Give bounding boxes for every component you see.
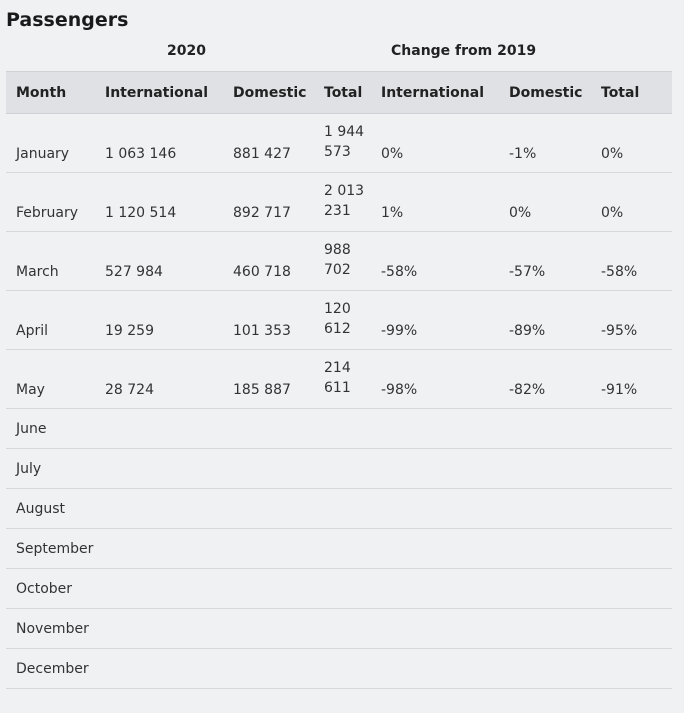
total-cell: 120 612 (324, 290, 381, 350)
change-total-cell: -95% (601, 290, 672, 350)
domestic-cell: 101 353 (233, 290, 324, 350)
change-total-cell: 0% (601, 172, 672, 232)
total-part: 231 (324, 203, 351, 219)
group-header-change: Change from 2019 (391, 43, 537, 59)
change-total-cell: 0% (601, 113, 672, 173)
column-header-month: Month (6, 71, 105, 114)
change-domestic-cell: -1% (509, 113, 601, 173)
header-row: Month International Domestic Total Inter… (6, 71, 672, 114)
table-row: March 527 984 460 718 988 702 -58% -57% -… (6, 231, 672, 291)
table-row: February 1 120 514 892 717 2 013 231 1% 0… (6, 172, 672, 232)
passengers-table: Month International Domestic Total Inter… (6, 71, 672, 689)
international-cell: 1 120 514 (105, 172, 233, 232)
total-part: 988 (324, 242, 351, 258)
change-international-cell: 0% (381, 113, 509, 173)
change-international-cell: 1% (381, 172, 509, 232)
month-cell: November (6, 608, 105, 649)
international-cell: 1 063 146 (105, 113, 233, 173)
total-part: 120 (324, 301, 351, 317)
change-total-cell: -91% (601, 349, 672, 409)
total-part: 1 944 (324, 124, 365, 140)
column-header-domestic: Domestic (233, 71, 324, 114)
change-domestic-cell: -82% (509, 349, 601, 409)
total-part: 573 (324, 144, 351, 160)
total-part: 611 (324, 380, 351, 396)
change-domestic-cell: -57% (509, 231, 601, 291)
month-cell: June (6, 408, 105, 449)
total-cell: 2 013 231 (324, 172, 381, 232)
column-header-change-international: International (381, 71, 509, 114)
table-row-empty: November (6, 608, 672, 649)
international-cell: 19 259 (105, 290, 233, 350)
change-domestic-cell: 0% (509, 172, 601, 232)
change-international-cell: -98% (381, 349, 509, 409)
total-part: 214 (324, 360, 351, 376)
table-row: May 28 724 185 887 214 611 -98% -82% -91% (6, 349, 672, 409)
month-cell: August (6, 488, 105, 529)
international-cell: 28 724 (105, 349, 233, 409)
table-row-empty: June (6, 408, 672, 449)
month-cell: September (6, 528, 105, 569)
table-row-empty: October (6, 568, 672, 609)
page-title: Passengers (6, 9, 129, 31)
domestic-cell: 460 718 (233, 231, 324, 291)
column-header-change-total: Total (601, 71, 672, 114)
month-cell: February (6, 172, 105, 232)
total-part: 612 (324, 321, 351, 337)
domestic-cell: 892 717 (233, 172, 324, 232)
table-row: January 1 063 146 881 427 1 944 573 0% -1… (6, 113, 672, 173)
month-cell: December (6, 648, 105, 689)
month-cell: March (6, 231, 105, 291)
table-row: April 19 259 101 353 120 612 -99% -89% -9… (6, 290, 672, 350)
table-row-empty: August (6, 488, 672, 529)
month-cell: April (6, 290, 105, 350)
domestic-cell: 881 427 (233, 113, 324, 173)
group-header-2020: 2020 (167, 43, 206, 59)
month-cell: July (6, 448, 105, 489)
domestic-cell: 185 887 (233, 349, 324, 409)
change-domestic-cell: -89% (509, 290, 601, 350)
total-cell: 988 702 (324, 231, 381, 291)
table-row-empty: December (6, 648, 672, 689)
total-cell: 214 611 (324, 349, 381, 409)
total-part: 702 (324, 262, 351, 278)
month-cell: October (6, 568, 105, 609)
table-row-empty: July (6, 448, 672, 489)
total-cell: 1 944 573 (324, 113, 381, 173)
month-cell: January (6, 113, 105, 173)
column-header-change-domestic: Domestic (509, 71, 601, 114)
column-header-international: International (105, 71, 233, 114)
change-international-cell: -58% (381, 231, 509, 291)
change-total-cell: -58% (601, 231, 672, 291)
total-part: 2 013 (324, 183, 365, 199)
month-cell: May (6, 349, 105, 409)
column-header-total: Total (324, 71, 381, 114)
change-international-cell: -99% (381, 290, 509, 350)
table-row-empty: September (6, 528, 672, 569)
international-cell: 527 984 (105, 231, 233, 291)
